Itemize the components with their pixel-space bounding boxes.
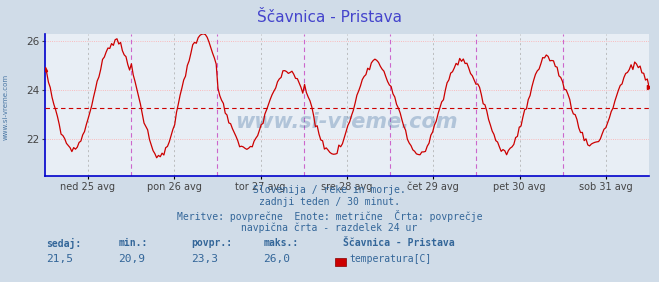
Text: zadnji teden / 30 minut.: zadnji teden / 30 minut. xyxy=(259,197,400,207)
Text: www.si-vreme.com: www.si-vreme.com xyxy=(236,112,458,132)
Text: temperatura[C]: temperatura[C] xyxy=(349,254,432,264)
Text: Slovenija / reke in morje.: Slovenija / reke in morje. xyxy=(253,185,406,195)
Text: povpr.:: povpr.: xyxy=(191,238,232,248)
Text: Ščavnica - Pristava: Ščavnica - Pristava xyxy=(257,10,402,25)
Text: 26,0: 26,0 xyxy=(264,254,291,264)
Text: www.si-vreme.com: www.si-vreme.com xyxy=(2,74,9,140)
Text: maks.:: maks.: xyxy=(264,238,299,248)
Text: 23,3: 23,3 xyxy=(191,254,218,264)
Text: Ščavnica - Pristava: Ščavnica - Pristava xyxy=(343,238,454,248)
Text: navpična črta - razdelek 24 ur: navpična črta - razdelek 24 ur xyxy=(241,223,418,233)
Text: Meritve: povprečne  Enote: metrične  Črta: povprečje: Meritve: povprečne Enote: metrične Črta:… xyxy=(177,210,482,222)
Text: min.:: min.: xyxy=(119,238,148,248)
Text: 21,5: 21,5 xyxy=(46,254,73,264)
Text: 20,9: 20,9 xyxy=(119,254,146,264)
Text: sedaj:: sedaj: xyxy=(46,238,81,249)
